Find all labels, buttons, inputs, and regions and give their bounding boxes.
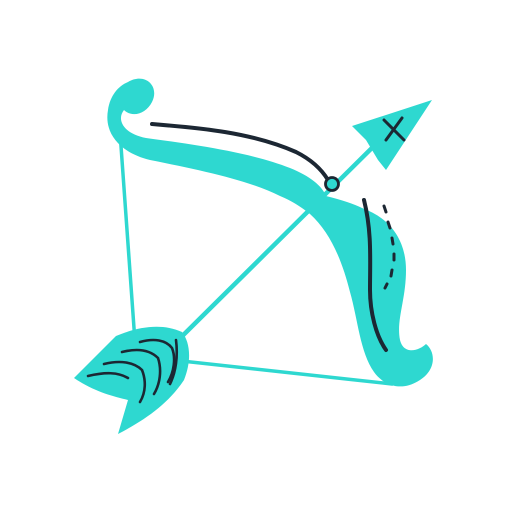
arrow-fletching [74,326,190,434]
arrow [74,100,432,434]
bow [107,78,433,387]
arrow-head [352,100,432,170]
bow-lower-stroke [362,198,388,352]
arrow-head-mark [382,116,406,142]
bow-top-curl [124,84,152,112]
bow-upper-stroke [150,122,330,182]
bow-grip-ring [324,176,340,192]
bow-dots [382,204,396,290]
bow-limb [107,78,433,387]
fletching-lines [86,338,179,404]
arrow-shaft [147,135,385,371]
